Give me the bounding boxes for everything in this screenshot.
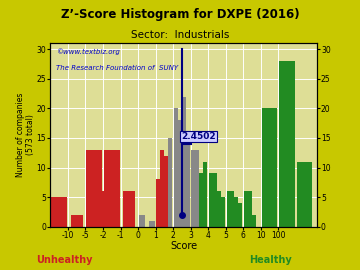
Bar xyxy=(157,180,160,227)
Bar xyxy=(195,150,199,227)
Bar xyxy=(209,174,213,227)
Text: Z’-Score Histogram for DXPE (2016): Z’-Score Histogram for DXPE (2016) xyxy=(61,8,299,21)
Bar xyxy=(174,108,178,227)
Bar xyxy=(213,174,217,227)
Bar xyxy=(86,150,102,227)
Bar xyxy=(226,191,230,227)
Bar xyxy=(234,197,238,227)
Bar xyxy=(71,215,83,227)
Bar xyxy=(104,150,120,227)
Y-axis label: Number of companies
(573 total): Number of companies (573 total) xyxy=(16,93,35,177)
Bar xyxy=(168,138,172,227)
Bar xyxy=(103,191,104,227)
Bar xyxy=(186,144,190,227)
Bar xyxy=(297,162,312,227)
Bar xyxy=(123,191,135,227)
Bar xyxy=(217,191,221,227)
Bar xyxy=(252,215,256,227)
Bar xyxy=(192,150,195,227)
Bar xyxy=(262,108,277,227)
Text: Unhealthy: Unhealthy xyxy=(37,255,93,265)
Bar xyxy=(160,150,164,227)
Text: Healthy: Healthy xyxy=(249,255,291,265)
Bar xyxy=(178,120,182,227)
Bar xyxy=(182,96,186,227)
Bar xyxy=(279,61,295,227)
Bar xyxy=(221,197,225,227)
Bar xyxy=(244,191,248,227)
Text: Sector:  Industrials: Sector: Industrials xyxy=(131,30,229,40)
Bar xyxy=(238,203,242,227)
Bar xyxy=(230,191,234,227)
X-axis label: Score: Score xyxy=(170,241,197,251)
Bar xyxy=(164,156,168,227)
Text: ©www.textbiz.org: ©www.textbiz.org xyxy=(56,49,120,55)
Bar xyxy=(139,215,145,227)
Bar xyxy=(199,174,203,227)
Bar xyxy=(149,221,155,227)
Bar xyxy=(203,162,207,227)
Bar xyxy=(51,197,67,227)
Text: The Research Foundation of  SUNY: The Research Foundation of SUNY xyxy=(56,65,178,71)
Bar xyxy=(248,191,252,227)
Text: 2.4502: 2.4502 xyxy=(181,132,216,141)
